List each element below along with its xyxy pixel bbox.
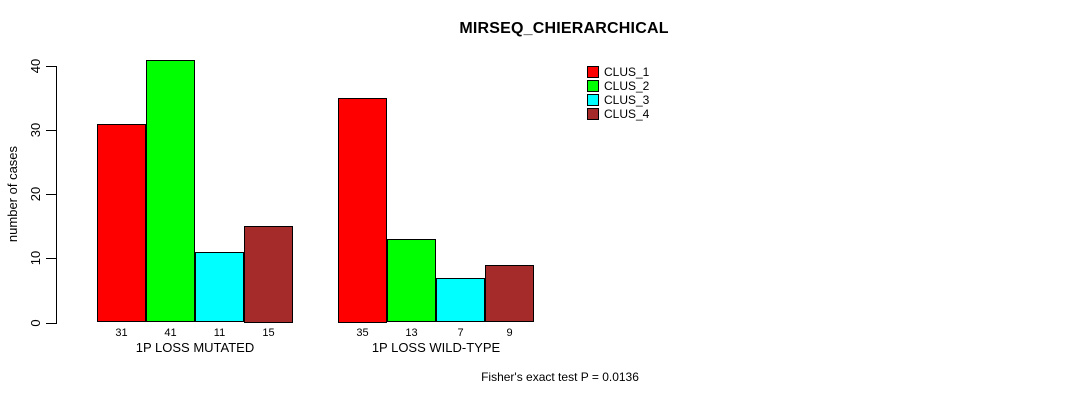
legend-item: CLUS_3 <box>587 94 649 106</box>
y-axis-tick-label: 10 <box>28 251 43 266</box>
legend-swatch <box>587 94 599 106</box>
y-axis-tick <box>46 194 56 196</box>
bar-value-label: 9 <box>506 327 513 339</box>
bar-value-label: 11 <box>213 327 226 339</box>
y-axis-tick <box>46 66 56 67</box>
legend-swatch <box>587 108 599 120</box>
y-axis-tick-label: 20 <box>28 187 43 202</box>
bar-clus_4-group1 <box>244 226 293 323</box>
y-axis-tick-label: 40 <box>28 58 43 74</box>
bar-value-label: 31 <box>115 327 128 339</box>
legend-swatch <box>587 66 599 78</box>
y-axis-tick <box>46 322 56 324</box>
legend-item: CLUS_1 <box>587 66 649 78</box>
bar-value-label: 13 <box>405 327 418 339</box>
bar-value-label: 35 <box>356 327 369 339</box>
y-axis-tick-label: 30 <box>28 122 43 138</box>
y-axis-label: number of cases <box>5 145 20 243</box>
bar-clus_3-group2 <box>436 277 485 323</box>
legend-item: CLUS_4 <box>587 108 649 120</box>
y-axis-tick <box>46 258 56 260</box>
bar-clus_1-group2 <box>338 98 387 323</box>
category-label: 1P LOSS MUTATED <box>135 340 255 355</box>
legend: CLUS_1 CLUS_2 CLUS_3 CLUS_4 <box>587 66 649 122</box>
bar-clus_4-group2 <box>485 264 534 323</box>
bar-clus_3-group1 <box>195 251 244 323</box>
bar-clus_2-group1 <box>146 59 195 323</box>
legend-label: CLUS_4 <box>604 107 650 121</box>
category-label: 1P LOSS WILD-TYPE <box>371 340 501 355</box>
bar-clus_2-group2 <box>387 239 436 323</box>
annotation-text: Fisher's exact test P = 0.0136 <box>481 370 639 384</box>
legend-label: CLUS_2 <box>604 79 650 93</box>
y-axis-line <box>56 66 57 324</box>
bar-clus_1-group1 <box>97 123 146 323</box>
bar-value-label: 41 <box>164 327 177 339</box>
legend-label: CLUS_1 <box>604 65 650 79</box>
bar-value-label: 7 <box>457 327 464 339</box>
bar-value-label: 15 <box>262 327 275 339</box>
y-axis-tick-label: 0 <box>28 318 43 327</box>
legend-item: CLUS_2 <box>587 80 649 92</box>
chart-title: MIRSEQ_CHIERARCHICAL <box>459 20 669 37</box>
y-axis-tick <box>46 130 56 132</box>
legend-label: CLUS_3 <box>604 93 650 107</box>
legend-swatch <box>587 80 599 92</box>
